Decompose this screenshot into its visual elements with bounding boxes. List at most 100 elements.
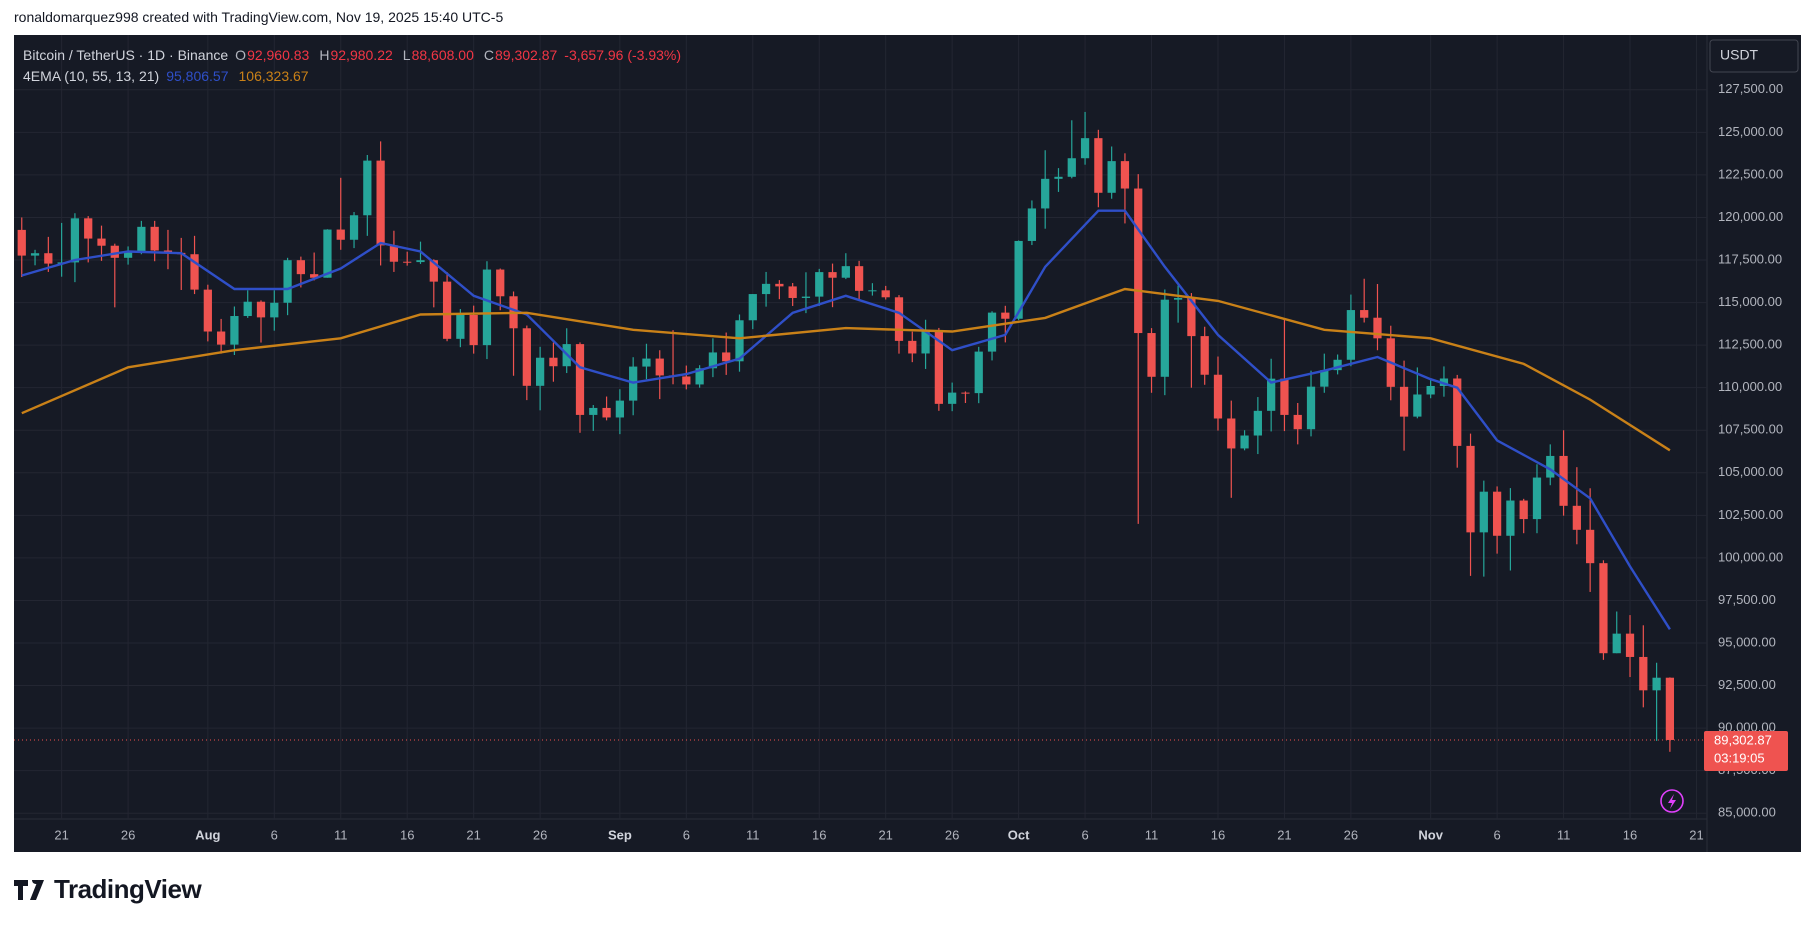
candle-body [775,283,784,287]
x-tick-label: Aug [195,827,220,842]
candle-body [642,358,651,367]
x-tick-label: 21 [1277,827,1291,842]
candle-body [1399,386,1409,417]
candle-body [961,392,970,394]
logo-icon [14,879,44,900]
price-label: 89,302.87 [1714,732,1772,747]
candle-body [974,351,983,394]
candle-body [1519,500,1528,520]
candle-body [1027,208,1037,241]
candle-body [1253,410,1262,436]
countdown: 03:19:05 [1714,750,1765,765]
y-tick-label: 102,500.00 [1718,507,1783,522]
logo-text: TradingView [54,874,202,904]
currency[interactable]: USDT [1720,47,1759,63]
candle-body [1333,359,1342,371]
candle-body [788,286,797,298]
candle-body [1426,385,1435,395]
ema-line [21,287,1671,452]
candle-body [761,283,771,295]
legend: Bitcoin / TetherUS · 1D · Binance O92,96… [23,45,681,87]
candle-body [1373,317,1382,339]
candle-body [748,294,757,321]
candle-body [1267,378,1276,411]
candle-body [1453,378,1462,446]
candle-body [894,297,904,341]
x-tick-label: 11 [334,827,348,842]
candle-body [1067,158,1076,177]
y-tick-label: 112,500.00 [1718,337,1782,352]
x-tick-label: 6 [683,827,690,842]
price-label-box [1704,730,1788,771]
ohlc-value: 92,980.22 [330,47,393,63]
y-tick-label: 95,000.00 [1718,634,1776,649]
candle-body [1559,455,1568,506]
candle-body [150,226,159,251]
candle-body [243,301,252,317]
x-tick-label: 26 [121,827,135,842]
y-tick-label: 90,000.00 [1718,720,1776,735]
candle-body [110,245,119,258]
y-tick-label: 97,500.00 [1718,592,1776,607]
candle-body [1240,435,1249,449]
candle-body [722,352,731,362]
indicator-row: 4EMA (10, 55, 13, 21) 95,806.57 106,323.6… [23,66,681,87]
candle-body [1466,445,1475,533]
currency-button[interactable] [1709,39,1799,73]
x-tick-label: 21 [1689,827,1703,842]
candle-body [1014,240,1023,319]
ohlc-item: C89,302.87 [484,45,557,66]
ohlc-value: 88,608.00 [411,47,474,63]
x-tick-label: 6 [1493,827,1500,842]
y-tick-label: 85,000.00 [1718,805,1776,820]
candle-body [708,352,718,369]
ohlc-key: O [235,47,247,63]
y-tick-label: 125,000.00 [1718,124,1783,139]
candle-body [801,296,811,298]
candle-body [296,260,305,275]
candle-body [217,331,226,345]
candle-body [1360,310,1369,318]
candle-body [1572,505,1581,530]
candle-body [921,331,930,354]
candle-body [1346,310,1356,360]
candle-body [230,316,239,345]
candle-body [1639,656,1648,691]
candle-body [363,160,372,216]
candle-body [1506,500,1515,536]
lightning-icon[interactable] [1660,789,1684,813]
candle-body [881,290,890,298]
candle-body [1213,374,1223,419]
candle-body [456,315,465,339]
credit: ronaldomarquez998 created with TradingVi… [14,9,504,25]
candle-body [403,261,412,263]
candle-body [1280,378,1289,415]
candle-body [1041,178,1050,209]
candle-body [695,368,704,385]
logo: TradingView [14,874,202,905]
candle-body [1479,491,1488,533]
candle-body [323,229,332,278]
grid [14,35,1707,819]
x-tick-label: 16 [400,827,414,842]
axes: 85,000.0087,500.0090,000.0092,500.0095,0… [54,81,1788,842]
candle-body [1293,414,1302,430]
ohlc-item: O92,960.83 [235,45,309,66]
candle-body [84,218,93,239]
y-tick-label: 105,000.00 [1718,464,1783,479]
candle-body [522,328,531,386]
y-tick-label: 127,500.00 [1718,81,1783,96]
x-tick-label: 11 [746,827,760,842]
candle-body [841,266,850,278]
ohlc-value: 89,302.87 [495,47,558,63]
candle-body [934,331,943,404]
candle-body [30,253,40,256]
candle-body [376,160,385,246]
x-tick-label: Nov [1418,827,1443,842]
y-tick-label: 122,500.00 [1718,166,1783,181]
candle-body [682,376,691,385]
ohlc-item: L88,608.00 [403,45,474,66]
candle-body [1665,677,1675,740]
candle-body [1187,297,1196,337]
candle-body [190,254,199,290]
